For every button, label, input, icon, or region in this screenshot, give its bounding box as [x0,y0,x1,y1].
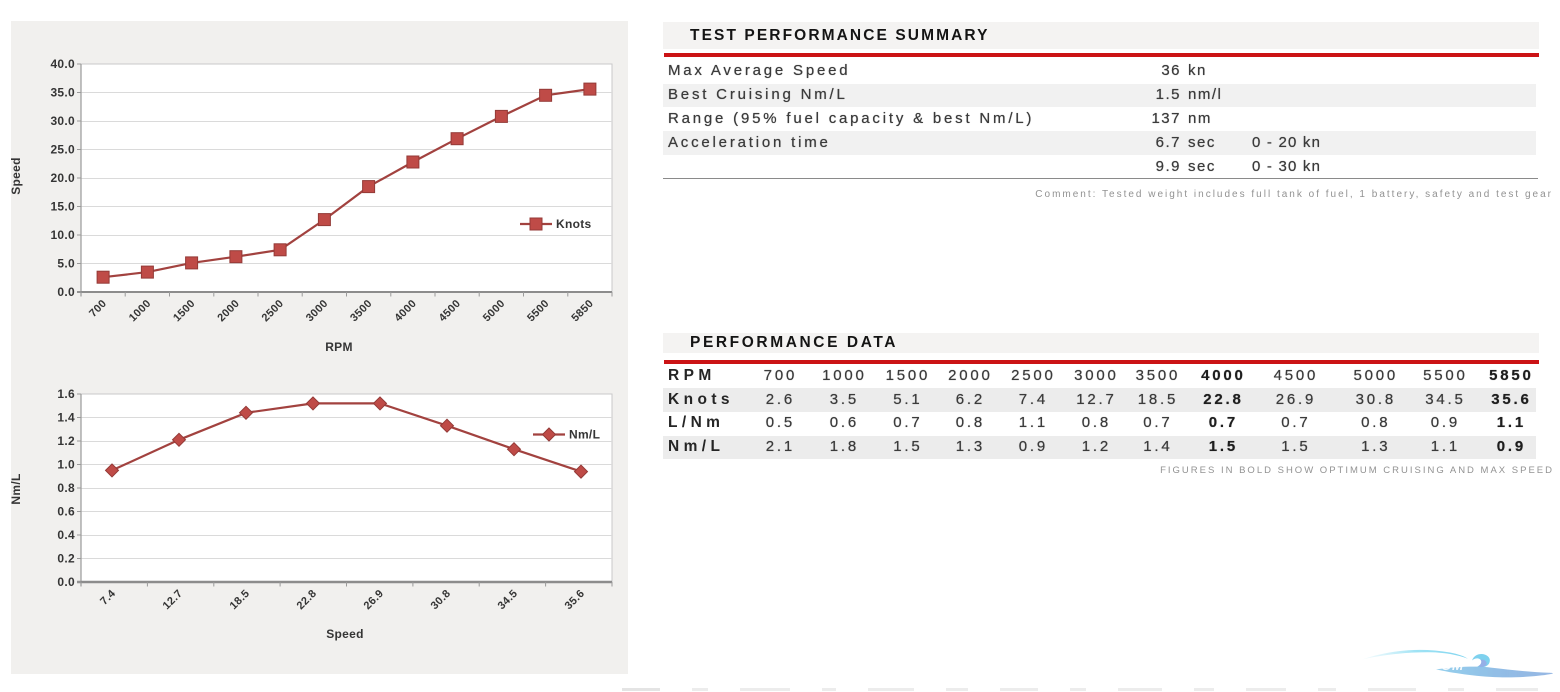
svg-text:1500: 1500 [171,298,198,325]
svg-text:7.4: 7.4 [98,587,118,607]
svg-text:12.7: 12.7 [161,588,185,612]
svg-text:Knots: Knots [556,217,592,231]
svg-text:5500: 5500 [525,298,552,325]
svg-text:1.2: 1.2 [57,434,75,448]
svg-text:22.8: 22.8 [295,588,319,612]
svg-text:Nm/L: Nm/L [11,473,23,504]
svg-text:5000: 5000 [481,298,508,325]
svg-text:1.4: 1.4 [57,410,75,424]
svg-text:35.0: 35.0 [50,85,75,99]
svg-text:4500: 4500 [437,298,464,325]
svg-text:0.6: 0.6 [57,504,75,518]
svg-text:1000: 1000 [127,298,154,325]
svg-text:2500: 2500 [260,298,287,325]
svg-text:1.0: 1.0 [57,457,75,471]
svg-text:26.9: 26.9 [362,588,386,612]
svg-text:0.0: 0.0 [57,575,75,589]
svg-text:3000: 3000 [304,298,331,325]
svg-text:18.5: 18.5 [228,588,252,612]
svg-text:30.0: 30.0 [50,114,75,128]
svg-text:25.0: 25.0 [50,142,75,156]
svg-text:20.0: 20.0 [50,171,75,185]
svg-text:Speed: Speed [11,157,23,195]
svg-text:10.0: 10.0 [50,228,75,242]
svg-text:30.8: 30.8 [429,588,453,612]
svg-text:34.5: 34.5 [496,588,520,612]
svg-text:RPM: RPM [325,340,353,354]
svg-text:700: 700 [87,298,109,320]
svg-text:0.8: 0.8 [57,481,75,495]
svg-text:5.0: 5.0 [57,256,75,270]
svg-text:40.0: 40.0 [50,57,75,71]
svg-text:4000: 4000 [392,298,419,325]
svg-text:5850: 5850 [569,298,596,325]
svg-text:0.0: 0.0 [57,285,75,299]
svg-text:1.6: 1.6 [57,387,75,401]
svg-text:3500: 3500 [348,298,375,325]
svg-text:0.2: 0.2 [57,551,75,565]
svg-text:2000: 2000 [215,298,242,325]
svg-text:15.0: 15.0 [50,199,75,213]
svg-text:Nm/L: Nm/L [569,428,600,442]
svg-text:OM: OM [1441,658,1464,673]
svg-text:0.4: 0.4 [57,528,75,542]
svg-text:Speed: Speed [326,627,364,641]
svg-text:35.6: 35.6 [563,588,587,612]
